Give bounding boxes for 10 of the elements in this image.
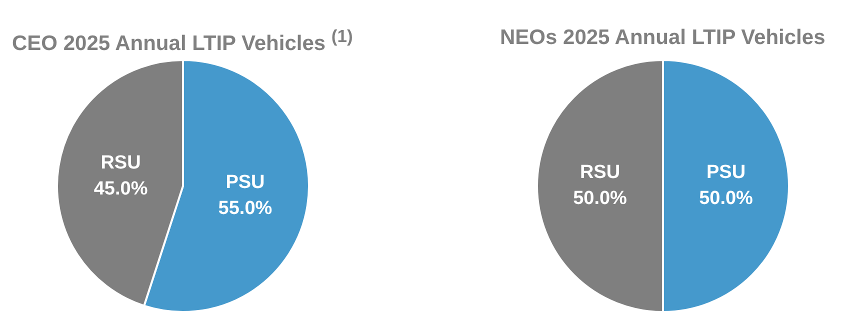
slice-label: PSU (226, 172, 265, 194)
data-label: 50.0% (573, 188, 628, 210)
slice-label: PSU (706, 162, 746, 184)
slice-label: RSU (580, 162, 620, 184)
slice-label: RSU (100, 152, 141, 174)
chart-title: NEOs 2025 Annual LTIP Vehicles (500, 26, 826, 50)
data-label: 45.0% (94, 178, 148, 200)
data-label: 55.0% (218, 198, 272, 220)
chart-title: CEO 2025 Annual LTIP Vehicles $^{(1)}$ (12, 26, 353, 56)
data-label: 50.0% (699, 188, 754, 210)
